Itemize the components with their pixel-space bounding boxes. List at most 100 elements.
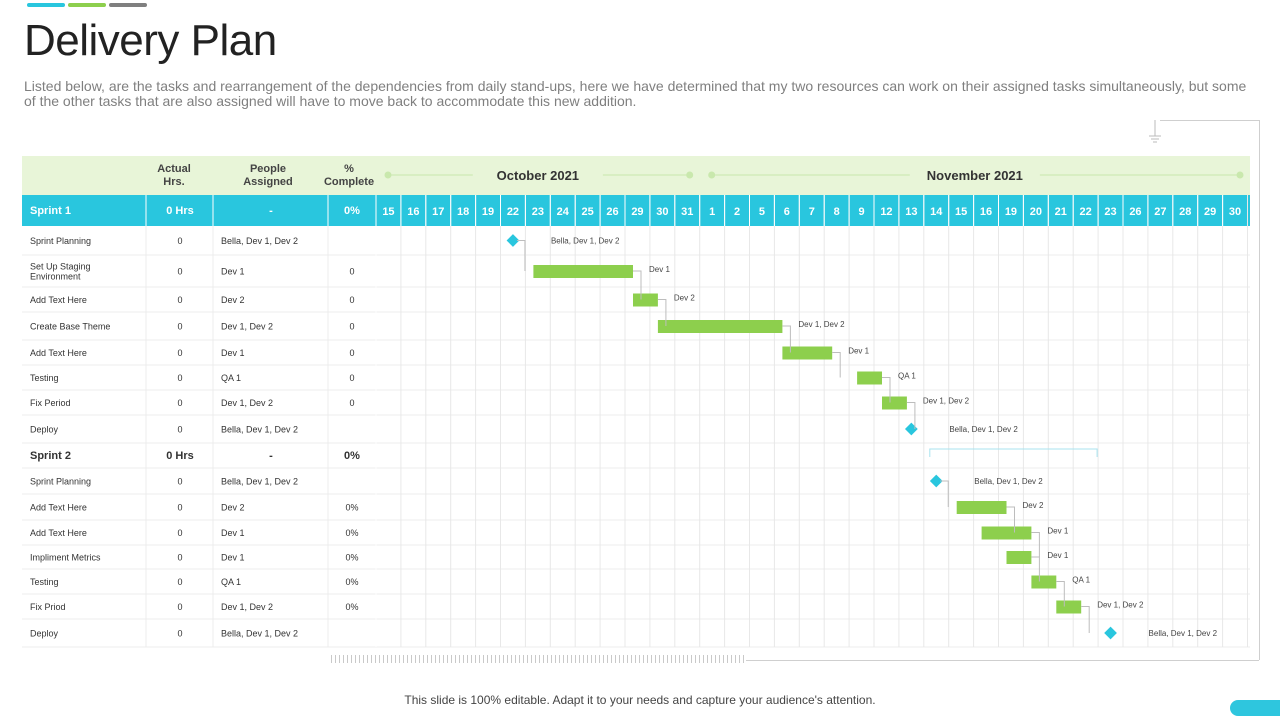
percent-complete: 0 xyxy=(349,348,354,358)
people-assigned: QA 1 xyxy=(221,577,241,587)
percent-complete: 0% xyxy=(344,205,360,217)
day-label: 28 xyxy=(1179,206,1191,218)
task-name: Fix Period xyxy=(30,398,71,408)
bar-label: Dev 1, Dev 2 xyxy=(923,397,970,406)
actual-hrs: 0 xyxy=(177,477,182,487)
percent-complete: 0 xyxy=(349,398,354,408)
dependency-line xyxy=(1031,532,1040,557)
dependency-line xyxy=(940,480,949,507)
people-assigned: Dev 2 xyxy=(221,295,245,305)
bar-label: Dev 1 xyxy=(848,347,869,356)
actual-hrs: 0 xyxy=(177,629,182,639)
bar-label: Bella, Dev 1, Dev 2 xyxy=(949,425,1018,434)
task-name: Add Text Here xyxy=(30,295,87,305)
month-dot-start xyxy=(708,171,716,179)
actual-hrs: 0 xyxy=(177,348,182,358)
month-dot-start xyxy=(384,171,392,179)
day-label: 7 xyxy=(809,206,815,218)
people-assigned: Bella, Dev 1, Dev 2 xyxy=(221,477,298,487)
actual-hrs: 0 xyxy=(177,602,182,612)
month-dot-end xyxy=(1236,171,1244,179)
day-label: 2 xyxy=(734,206,740,218)
task-name: Fix Priod xyxy=(30,602,66,612)
dependency-line xyxy=(1081,606,1090,633)
day-label: 17 xyxy=(432,206,444,218)
percent-complete: 0 xyxy=(349,373,354,383)
percent-complete: 0% xyxy=(345,553,358,563)
bar-label: Bella, Dev 1, Dev 2 xyxy=(1149,629,1218,638)
task-name: Add Text Here xyxy=(30,503,87,513)
task-name: Testing xyxy=(30,373,59,383)
gantt-bar xyxy=(981,526,1032,540)
people-assigned: - xyxy=(269,450,273,462)
percent-complete: 0% xyxy=(344,450,360,462)
day-label: 9 xyxy=(858,206,864,218)
task-name: Set Up Staging xyxy=(30,262,91,272)
task-name: Create Base Theme xyxy=(30,322,110,332)
task-name: Add Text Here xyxy=(30,348,87,358)
day-label: 23 xyxy=(532,206,544,218)
task-name: Deploy xyxy=(30,425,59,435)
bar-label: QA 1 xyxy=(1072,576,1090,585)
day-label: 13 xyxy=(905,206,917,218)
day-label: 8 xyxy=(834,206,840,218)
day-label: 29 xyxy=(631,206,643,218)
bar-label: Bella, Dev 1, Dev 2 xyxy=(974,477,1043,486)
footer-note: This slide is 100% editable. Adapt it to… xyxy=(404,693,876,707)
gantt-bar xyxy=(882,396,907,410)
people-assigned: Dev 1 xyxy=(221,267,245,277)
sprint-name: Sprint 2 xyxy=(30,450,71,462)
milestone-diamond xyxy=(929,474,943,488)
actual-hrs: 0 xyxy=(177,295,182,305)
actual-hrs: 0 Hrs xyxy=(166,450,194,462)
actual-hrs: 0 xyxy=(177,553,182,563)
day-label: 26 xyxy=(1129,206,1141,218)
dependency-line xyxy=(1056,581,1065,607)
people-assigned: Dev 1, Dev 2 xyxy=(221,602,273,612)
gantt-bar xyxy=(1056,600,1082,614)
day-label: 6 xyxy=(784,206,790,218)
accent-bar-gray xyxy=(109,3,147,7)
actual-hrs: 0 xyxy=(177,398,182,408)
day-label: 16 xyxy=(407,206,419,218)
task-name: Sprint Planning xyxy=(30,236,91,246)
percent-complete: 0 xyxy=(349,267,354,277)
sprint2-bracket xyxy=(929,448,1098,457)
actual-hrs: 0 xyxy=(177,322,182,332)
people-assigned: Dev 1, Dev 2 xyxy=(221,398,273,408)
day-label: 25 xyxy=(582,206,594,218)
day-label: 22 xyxy=(507,206,519,218)
gantt-bar xyxy=(782,346,833,360)
day-label: 24 xyxy=(557,206,570,218)
gantt-bar xyxy=(956,501,1007,514)
page-subtitle: Listed below, are the tasks and rearrang… xyxy=(24,78,1247,109)
header-complete-line2: Complete xyxy=(324,176,374,188)
month-label: November 2021 xyxy=(927,168,1023,183)
dependency-line xyxy=(832,352,841,378)
dependency-line xyxy=(633,270,642,300)
task-name: Impliment Metrics xyxy=(30,553,101,563)
dependency-line xyxy=(1031,556,1040,582)
day-label: 12 xyxy=(880,206,892,218)
actual-hrs: 0 xyxy=(177,267,182,277)
header-people-line1: People xyxy=(250,163,286,175)
percent-complete: 0 xyxy=(349,295,354,305)
day-label: 30 xyxy=(656,206,668,218)
day-label: 19 xyxy=(1005,206,1017,218)
people-assigned: QA 1 xyxy=(221,373,241,383)
dependency-line xyxy=(657,299,667,326)
people-assigned: Dev 1 xyxy=(221,528,245,538)
accent-bar-green xyxy=(68,3,106,7)
accent-pill xyxy=(1230,700,1280,716)
bar-label: Dev 2 xyxy=(1023,501,1044,510)
page-title: Delivery Plan xyxy=(24,16,277,65)
accent-bar-teal xyxy=(27,3,65,7)
people-assigned: Dev 1, Dev 2 xyxy=(221,322,273,332)
gantt-bar xyxy=(633,293,658,307)
sprint-row-bg xyxy=(22,195,1250,226)
sprint-name: Sprint 1 xyxy=(30,205,71,217)
bar-label: Dev 1 xyxy=(649,265,670,274)
people-assigned: Dev 2 xyxy=(221,503,245,513)
bar-label: QA 1 xyxy=(898,372,916,381)
percent-complete: 0% xyxy=(345,602,358,612)
